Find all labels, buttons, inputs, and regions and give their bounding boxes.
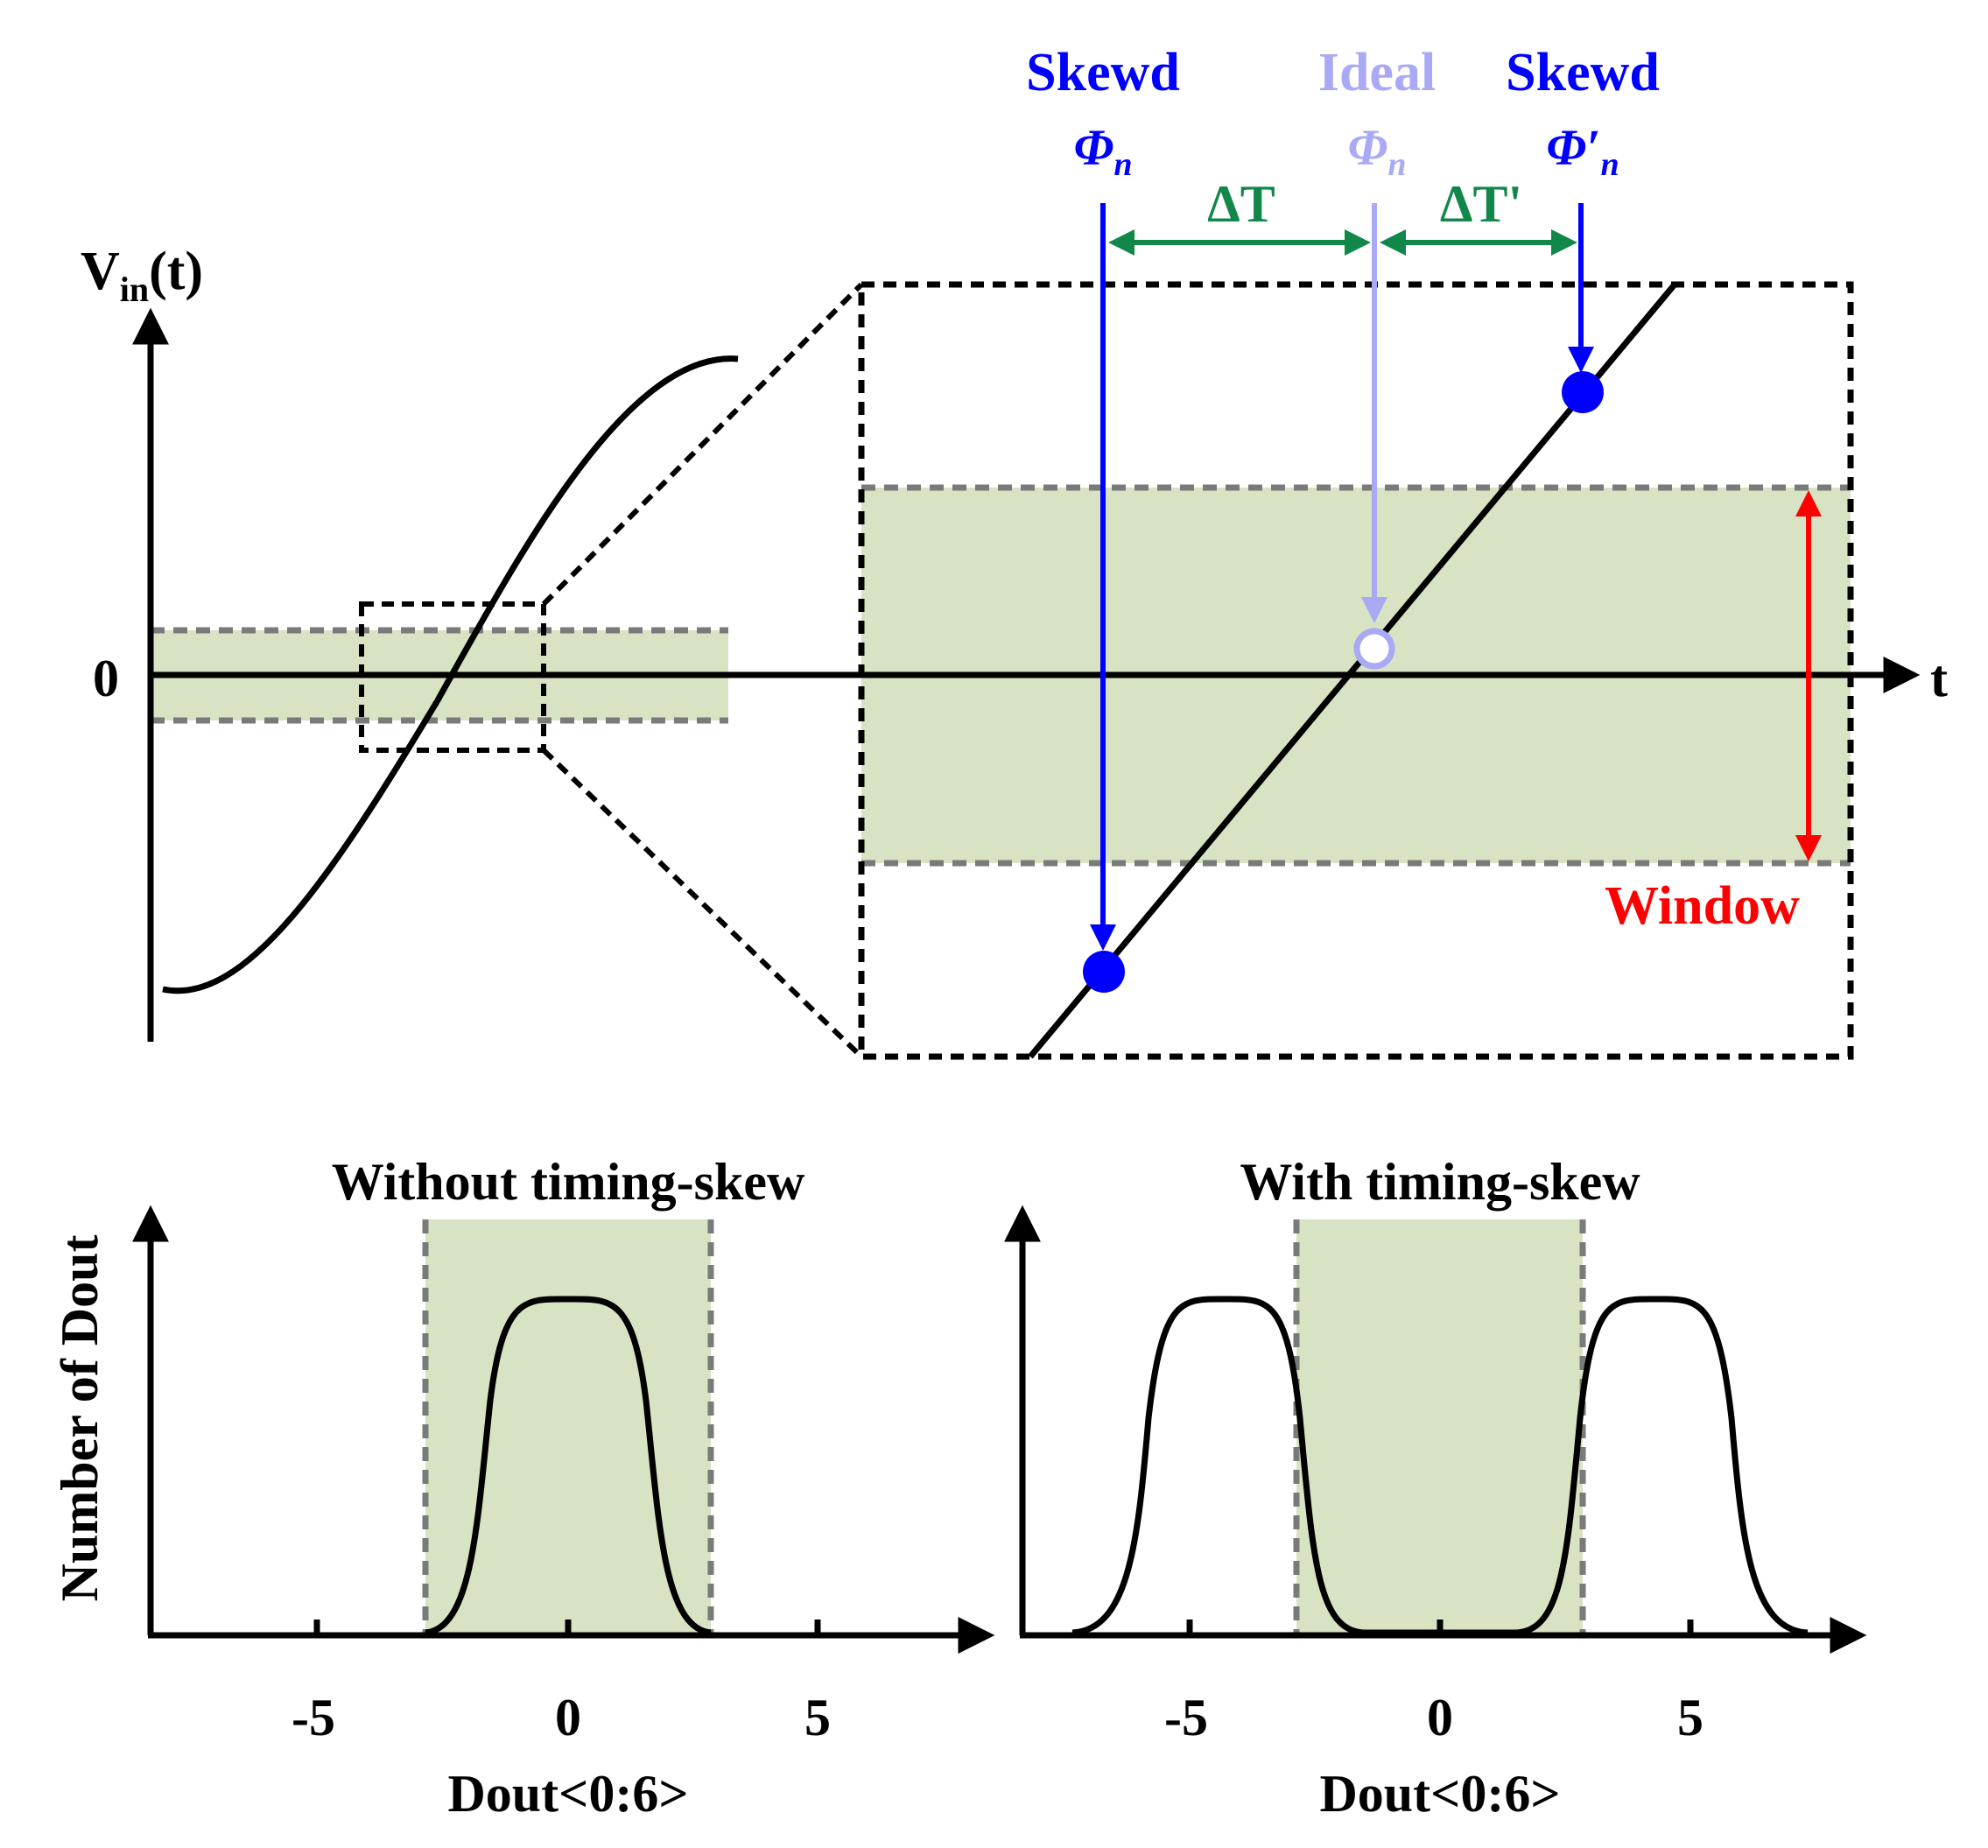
skewed-right-phase: Φ′n	[1546, 119, 1619, 183]
ideal-phase: Φn	[1348, 119, 1407, 183]
bl-title: Without timing-skew	[332, 1153, 805, 1211]
bl-x-label: Dout<0:6>	[447, 1765, 688, 1823]
br-title: With timing-skew	[1240, 1153, 1640, 1211]
sample-point-skewed-right	[1562, 371, 1604, 413]
br-distribution-curve	[1071, 1296, 1809, 1636]
br-tick-label-0: 0	[1427, 1689, 1453, 1746]
skewed-left-phase: Φn	[1074, 119, 1133, 183]
delta-t-prime-label: ΔT'	[1440, 175, 1522, 233]
bl-tick-label-0: 0	[555, 1689, 581, 1746]
ideal-title: Ideal	[1318, 43, 1436, 102]
sample-point-skewed-left	[1083, 951, 1125, 993]
br-tick-label-neg5: -5	[1164, 1689, 1208, 1746]
window-label: Window	[1605, 876, 1800, 936]
br-x-label: Dout<0:6>	[1319, 1765, 1560, 1823]
bl-y-label: Number of Dout	[51, 1235, 109, 1602]
delta-t-label: ΔT	[1207, 175, 1275, 233]
skewed-right-title: Skewd	[1506, 43, 1660, 102]
bl-tick-label-5: 5	[804, 1689, 831, 1746]
skewed-left-title: Skewd	[1026, 43, 1180, 102]
sample-point-ideal	[1353, 628, 1395, 670]
zero-label: 0	[93, 650, 119, 707]
bl-tick-label-neg5: -5	[292, 1689, 335, 1746]
input-waveform	[162, 355, 739, 994]
y-axis-label: Vin(t)	[81, 242, 203, 309]
t-label: t	[1930, 650, 1948, 707]
zoom-target-box	[858, 281, 1854, 1060]
bl-distribution-curve	[425, 1296, 712, 1636]
zoomed-ramp	[1028, 282, 1677, 1059]
br-tick-label-5: 5	[1677, 1689, 1703, 1746]
zoom-connector-bottom	[541, 748, 864, 1059]
zoom-connector-top	[541, 282, 864, 607]
zoom-source-box	[359, 601, 546, 753]
br-window-band	[1296, 1219, 1583, 1633]
